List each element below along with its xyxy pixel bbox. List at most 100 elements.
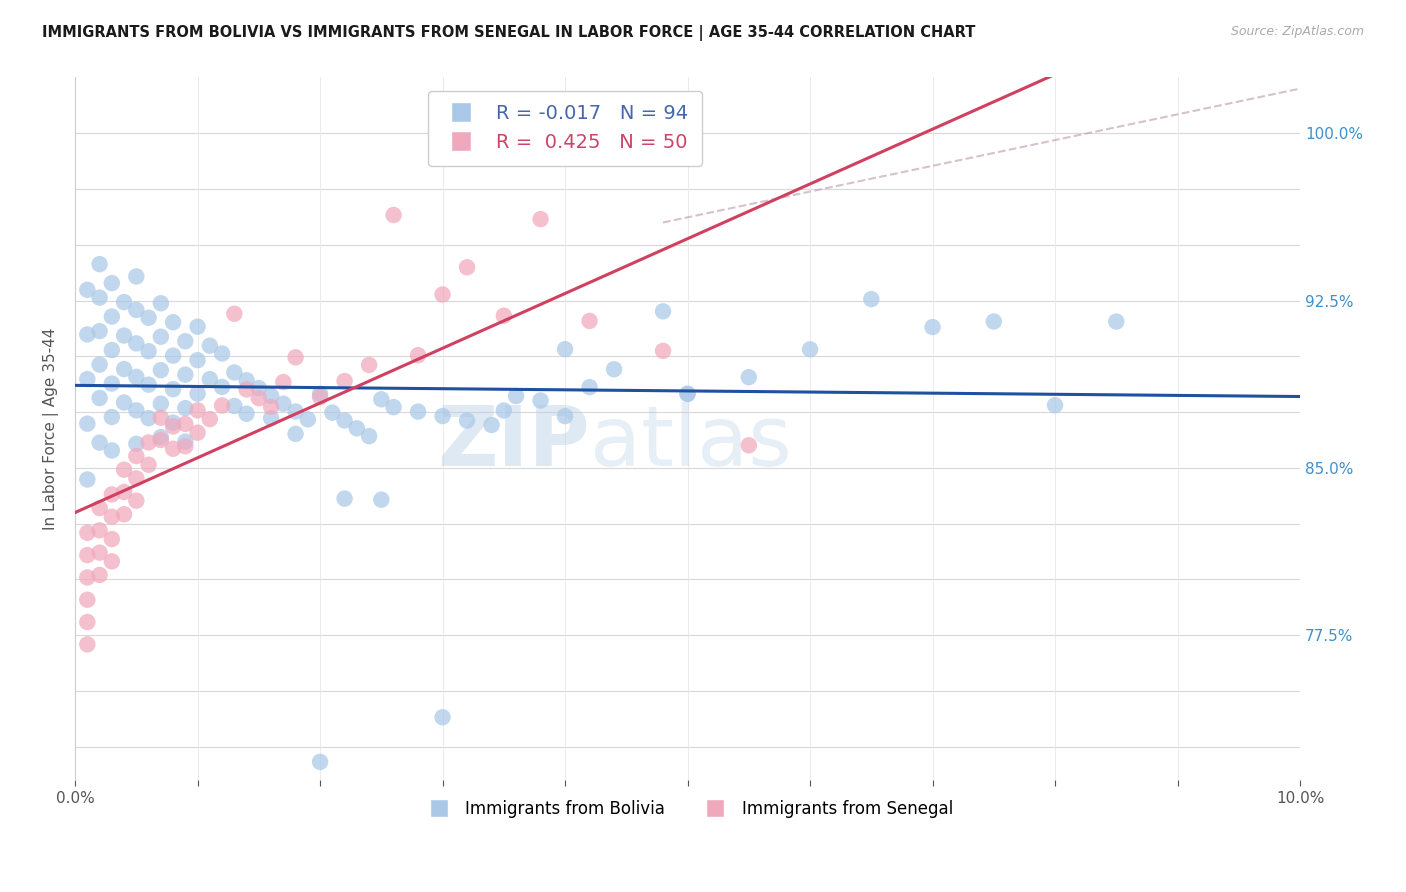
Point bbox=[529, 212, 551, 227]
Point bbox=[125, 369, 148, 384]
Point bbox=[198, 372, 221, 386]
Point bbox=[333, 374, 356, 388]
Point bbox=[112, 485, 135, 500]
Point bbox=[138, 377, 160, 392]
Point bbox=[112, 328, 135, 343]
Point bbox=[112, 295, 135, 310]
Point bbox=[860, 292, 883, 306]
Point bbox=[101, 554, 124, 568]
Point bbox=[260, 400, 283, 414]
Point bbox=[76, 473, 98, 487]
Point bbox=[76, 525, 98, 540]
Point bbox=[297, 412, 319, 426]
Point bbox=[578, 314, 600, 328]
Point bbox=[370, 392, 392, 407]
Point bbox=[211, 380, 233, 394]
Point bbox=[162, 349, 184, 363]
Point bbox=[333, 413, 356, 427]
Point bbox=[211, 399, 233, 413]
Point bbox=[101, 276, 124, 290]
Point bbox=[112, 362, 135, 376]
Point bbox=[149, 363, 172, 377]
Point bbox=[187, 319, 209, 334]
Point bbox=[492, 403, 515, 417]
Point bbox=[492, 309, 515, 323]
Point bbox=[89, 546, 111, 560]
Point bbox=[89, 358, 111, 372]
Y-axis label: In Labor Force | Age 35-44: In Labor Force | Age 35-44 bbox=[44, 327, 59, 530]
Point bbox=[235, 407, 257, 421]
Point bbox=[76, 372, 98, 386]
Point bbox=[676, 387, 699, 401]
Point bbox=[921, 320, 943, 334]
Point bbox=[652, 304, 675, 318]
Point bbox=[187, 403, 209, 417]
Point bbox=[578, 380, 600, 394]
Point bbox=[89, 524, 111, 538]
Point bbox=[149, 430, 172, 444]
Point bbox=[738, 438, 761, 452]
Point bbox=[187, 386, 209, 401]
Legend: Immigrants from Bolivia, Immigrants from Senegal: Immigrants from Bolivia, Immigrants from… bbox=[415, 793, 960, 825]
Point bbox=[481, 417, 503, 432]
Text: ZIP: ZIP bbox=[437, 402, 589, 483]
Text: IMMIGRANTS FROM BOLIVIA VS IMMIGRANTS FROM SENEGAL IN LABOR FORCE | AGE 35-44 CO: IMMIGRANTS FROM BOLIVIA VS IMMIGRANTS FR… bbox=[42, 25, 976, 41]
Point bbox=[162, 315, 184, 329]
Point bbox=[554, 409, 576, 424]
Point bbox=[162, 416, 184, 430]
Point bbox=[89, 257, 111, 271]
Point bbox=[138, 458, 160, 472]
Point bbox=[235, 373, 257, 387]
Point bbox=[273, 375, 295, 389]
Point bbox=[101, 509, 124, 524]
Point bbox=[432, 710, 454, 724]
Point bbox=[321, 406, 343, 420]
Point bbox=[406, 348, 429, 362]
Point bbox=[101, 343, 124, 357]
Point bbox=[89, 435, 111, 450]
Point bbox=[149, 329, 172, 343]
Point bbox=[76, 615, 98, 629]
Point bbox=[174, 334, 197, 348]
Point bbox=[76, 637, 98, 651]
Point bbox=[505, 389, 527, 403]
Point bbox=[357, 358, 380, 372]
Point bbox=[309, 390, 332, 404]
Point bbox=[799, 343, 821, 357]
Point bbox=[174, 439, 197, 453]
Point bbox=[346, 421, 368, 435]
Point bbox=[309, 386, 332, 401]
Point bbox=[529, 393, 551, 408]
Point bbox=[260, 389, 283, 403]
Point bbox=[174, 401, 197, 416]
Point bbox=[432, 287, 454, 301]
Point bbox=[273, 397, 295, 411]
Point bbox=[125, 449, 148, 463]
Point bbox=[101, 532, 124, 546]
Point bbox=[432, 409, 454, 423]
Point bbox=[370, 492, 392, 507]
Point bbox=[224, 399, 246, 413]
Point bbox=[187, 425, 209, 440]
Point bbox=[676, 387, 699, 401]
Point bbox=[101, 443, 124, 458]
Point bbox=[89, 324, 111, 338]
Point bbox=[983, 314, 1005, 328]
Point bbox=[149, 296, 172, 310]
Point bbox=[138, 435, 160, 450]
Point bbox=[149, 410, 172, 425]
Point bbox=[224, 307, 246, 321]
Point bbox=[738, 370, 761, 384]
Point bbox=[247, 391, 270, 405]
Point bbox=[260, 411, 283, 425]
Point bbox=[406, 404, 429, 418]
Point bbox=[149, 397, 172, 411]
Point bbox=[198, 412, 221, 426]
Point bbox=[125, 302, 148, 317]
Point bbox=[89, 391, 111, 405]
Point bbox=[112, 508, 135, 522]
Point bbox=[333, 491, 356, 506]
Point bbox=[101, 410, 124, 425]
Point bbox=[1105, 315, 1128, 329]
Point bbox=[162, 419, 184, 434]
